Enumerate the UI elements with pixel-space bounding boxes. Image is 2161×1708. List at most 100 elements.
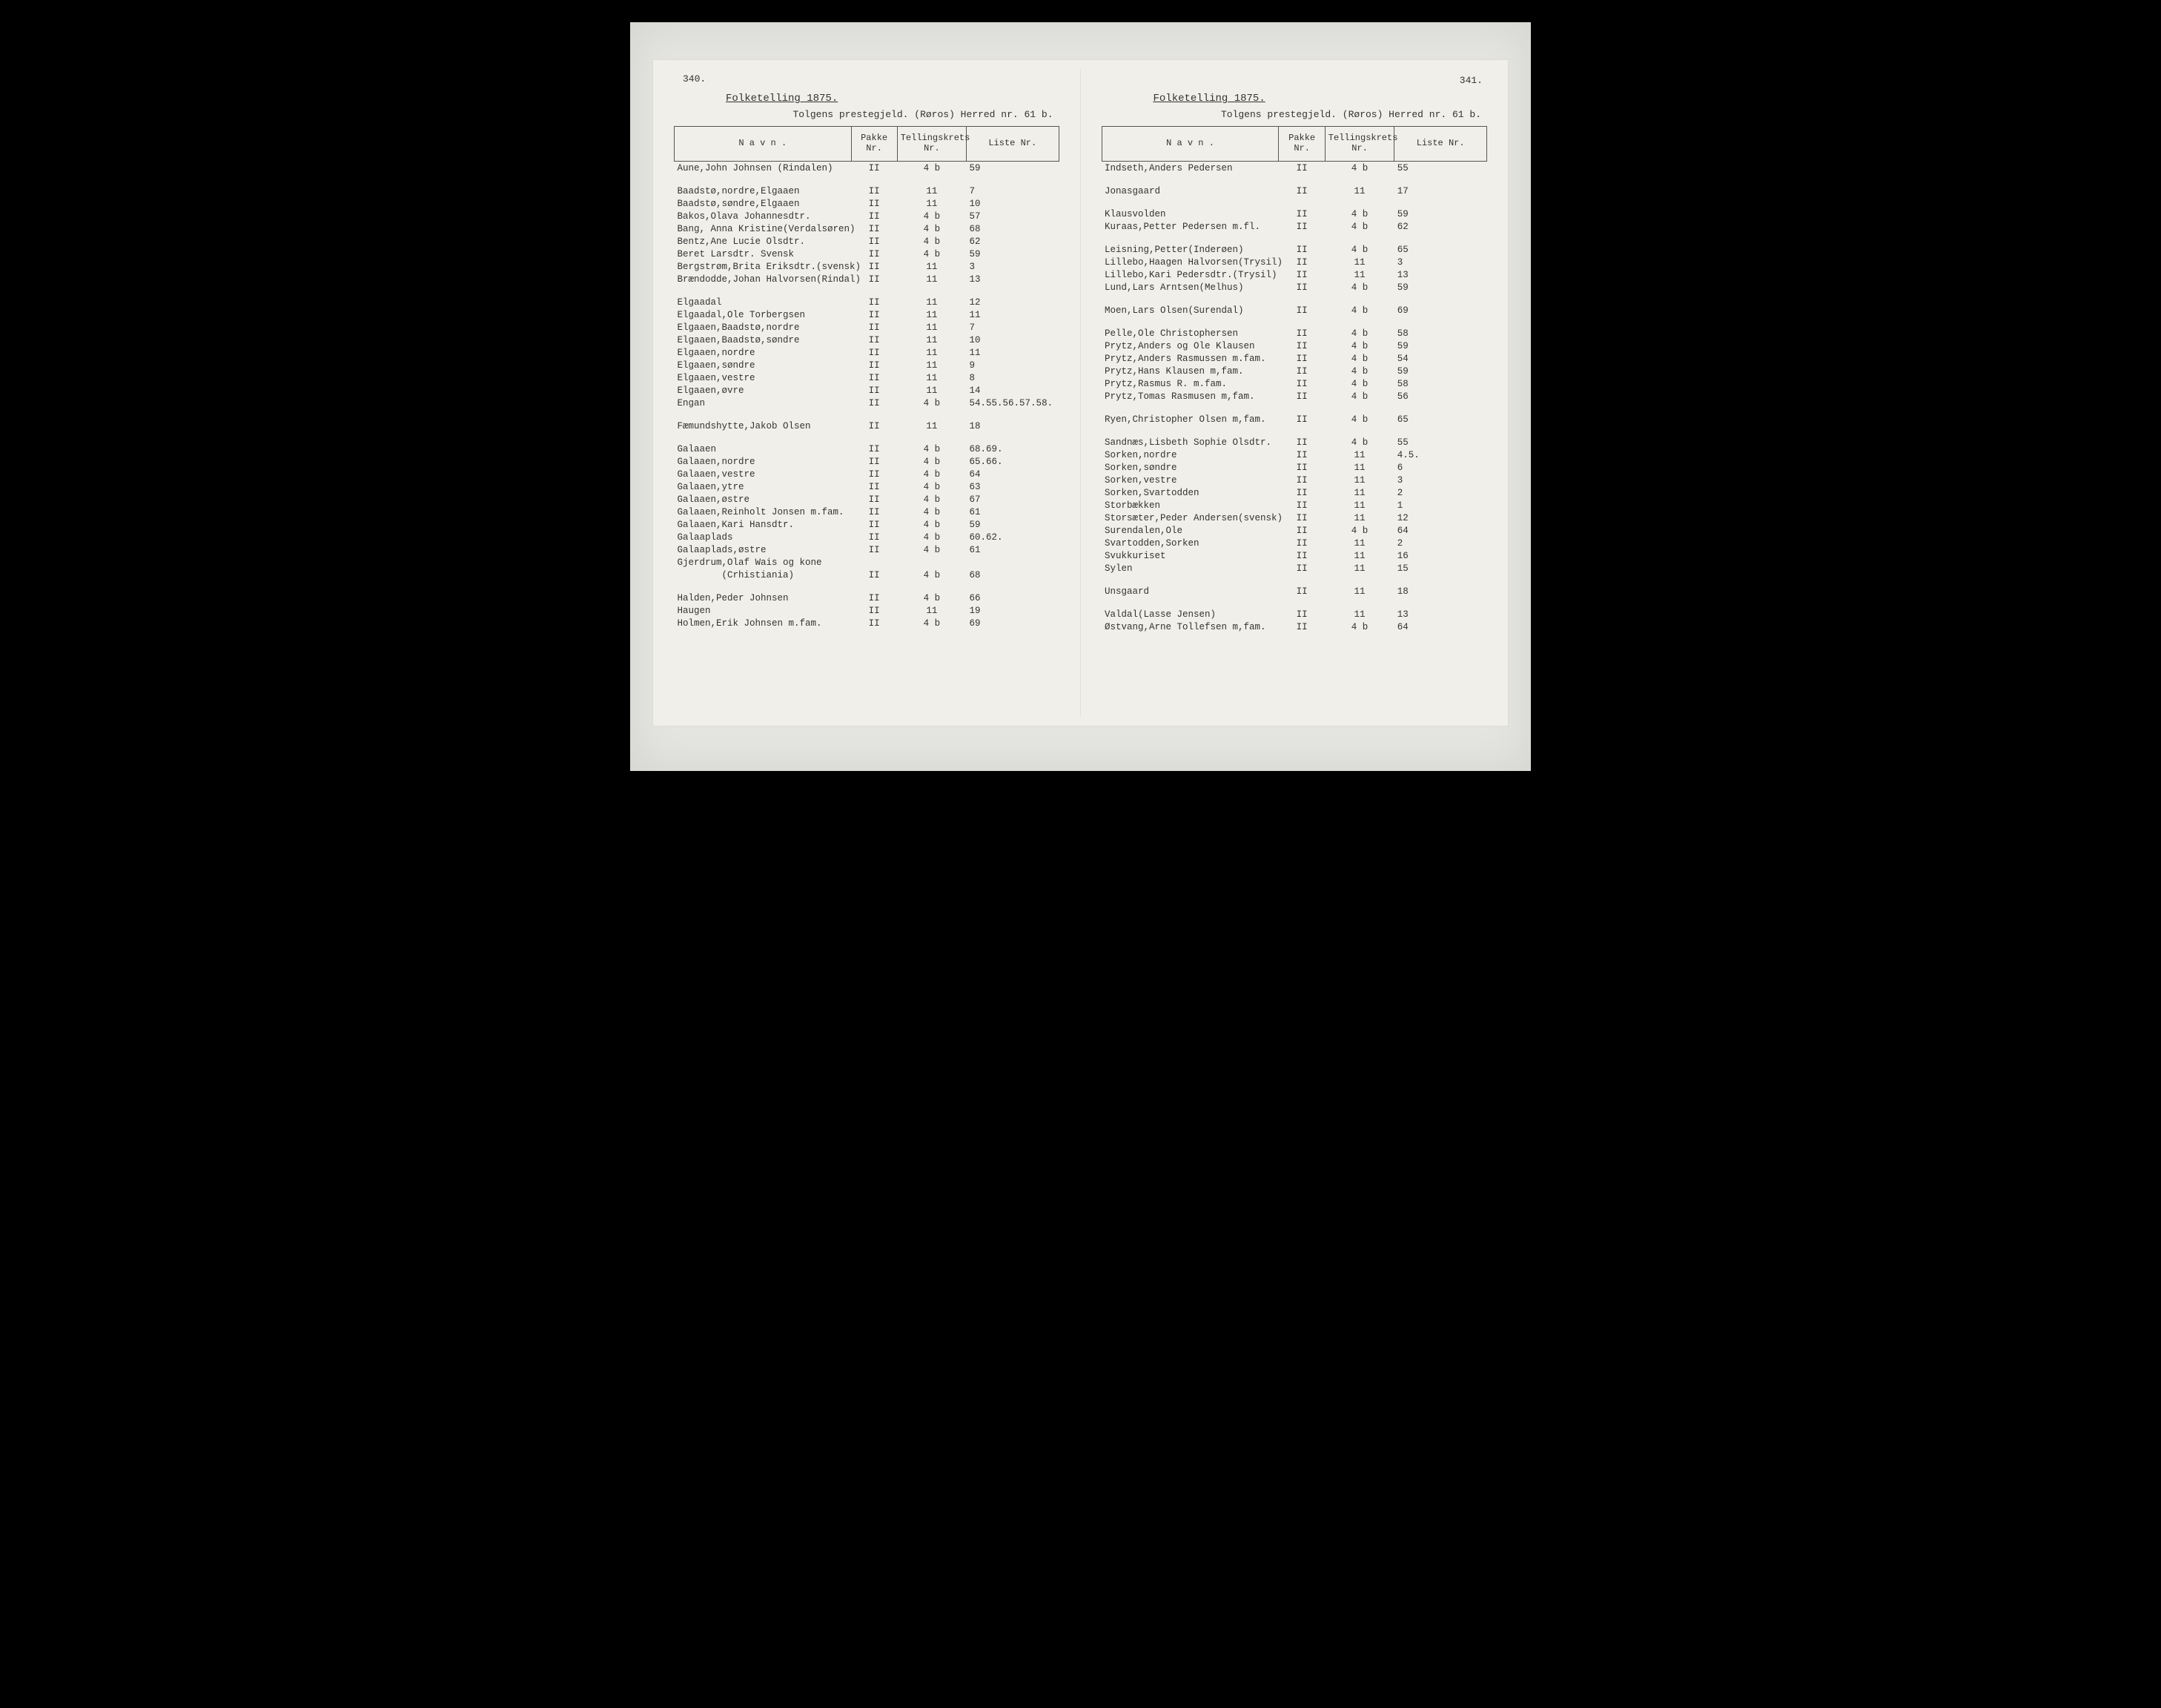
cell-name: Surendalen,Ole xyxy=(1102,524,1279,537)
cell-pakke: II xyxy=(1279,486,1325,499)
table-row: Leisning,Petter(Inderøen)II4 b65 xyxy=(1102,243,1487,256)
col-liste: Liste Nr. xyxy=(1394,127,1487,162)
cell-pakke: II xyxy=(1279,377,1325,390)
cell-liste: 65.66. xyxy=(967,455,1059,468)
table-row: Baadstø,nordre,ElgaaenII117 xyxy=(675,185,1059,197)
cell-pakke: II xyxy=(851,397,897,409)
cell-pakke: II xyxy=(851,248,897,260)
table-row: JonasgaardII1117 xyxy=(1102,185,1487,197)
table-row: Sorken,nordreII114.5. xyxy=(1102,448,1487,461)
cell-krets: 4 b xyxy=(1325,327,1394,340)
table-row: Galaaen,Reinholt Jonsen m.fam.II4 b61 xyxy=(675,506,1059,518)
cell-liste: 61 xyxy=(967,506,1059,518)
cell-liste: 16 xyxy=(1394,549,1487,562)
cell-name: Kuraas,Petter Pedersen m.fl. xyxy=(1102,220,1279,233)
cell-liste: 66 xyxy=(967,592,1059,604)
cell-name: Aune,John Johnsen (Rindalen) xyxy=(675,162,852,175)
cell-name: Prytz,Hans Klausen m,fam. xyxy=(1102,365,1279,377)
cell-liste: 59 xyxy=(967,518,1059,531)
cell-liste: 2 xyxy=(1394,486,1487,499)
cell-krets: 11 xyxy=(897,346,966,359)
table-row: Galaaen,ytreII4 b63 xyxy=(675,480,1059,493)
table-row: Surendalen,OleII4 b64 xyxy=(1102,524,1487,537)
cell-liste: 65 xyxy=(1394,413,1487,426)
cell-liste xyxy=(967,556,1059,569)
table-row: Aune,John Johnsen (Rindalen)II4 b59 xyxy=(675,162,1059,175)
cell-krets: 11 xyxy=(897,185,966,197)
cell-liste: 67 xyxy=(967,493,1059,506)
cell-krets: 4 b xyxy=(1325,243,1394,256)
cell-name: Galaaen,ytre xyxy=(675,480,852,493)
cell-liste: 9 xyxy=(967,359,1059,371)
cell-krets: 4 b xyxy=(1325,304,1394,317)
cell-krets: 11 xyxy=(1325,562,1394,575)
cell-krets: 4 b xyxy=(897,162,966,175)
cell-pakke: II xyxy=(851,235,897,248)
table-row xyxy=(1102,294,1487,304)
cell-name: Galaaen,nordre xyxy=(675,455,852,468)
table-row: Elgaaen,Baadstø,nordreII117 xyxy=(675,321,1059,334)
cell-liste: 13 xyxy=(1394,268,1487,281)
table-row xyxy=(675,409,1059,420)
cell-liste: 69 xyxy=(1394,304,1487,317)
cell-pakke: II xyxy=(851,321,897,334)
cell-pakke: II xyxy=(851,569,897,581)
cell-pakke: II xyxy=(851,443,897,455)
cell-pakke: II xyxy=(1279,549,1325,562)
cell-name: Pelle,Ole Christophersen xyxy=(1102,327,1279,340)
cell-krets: 4 b xyxy=(1325,436,1394,448)
cell-pakke: II xyxy=(851,162,897,175)
table-row: Brændodde,Johan Halvorsen(Rindal)II1113 xyxy=(675,273,1059,285)
cell-pakke: II xyxy=(851,359,897,371)
table-header-row: N a v n . Pakke Nr. Tellingskrets Nr. Li… xyxy=(675,127,1059,162)
cell-krets: 4 b xyxy=(1325,220,1394,233)
table-row xyxy=(1102,174,1487,185)
cell-krets: 4 b xyxy=(897,455,966,468)
cell-name: Galaaen,vestre xyxy=(675,468,852,480)
table-row: KlausvoldenII4 b59 xyxy=(1102,208,1487,220)
table-header-row: N a v n . Pakke Nr. Tellingskrets Nr. Li… xyxy=(1102,127,1487,162)
cell-krets: 4 b xyxy=(1325,365,1394,377)
cell-liste: 10 xyxy=(967,197,1059,210)
cell-krets: 11 xyxy=(1325,537,1394,549)
cell-krets: 11 xyxy=(1325,185,1394,197)
cell-liste: 59 xyxy=(1394,340,1487,352)
gap-cell xyxy=(1102,598,1487,608)
cell-pakke xyxy=(851,556,897,569)
cell-krets: 4 b xyxy=(1325,390,1394,403)
cell-name: Elgaaen,Baadstø,nordre xyxy=(675,321,852,334)
cell-liste: 62 xyxy=(967,235,1059,248)
table-row: Prytz,Hans Klausen m,fam.II4 b59 xyxy=(1102,365,1487,377)
cell-name: Gjerdrum,Olaf Wais og kone xyxy=(675,556,852,569)
cell-name: Fæmundshytte,Jakob Olsen xyxy=(675,420,852,432)
table-row: Elgaaen,Baadstø,søndreII1110 xyxy=(675,334,1059,346)
gap-cell xyxy=(675,409,1059,420)
table-row: Sorken,søndreII116 xyxy=(1102,461,1487,474)
gap-cell xyxy=(1102,197,1487,208)
title-left: Folketelling 1875. xyxy=(726,93,1059,105)
cell-name: Sylen xyxy=(1102,562,1279,575)
cell-krets: 4 b xyxy=(897,222,966,235)
table-row: Lillebo,Kari Pedersdtr.(Trysil)II1113 xyxy=(1102,268,1487,281)
cell-liste: 18 xyxy=(1394,585,1487,598)
table-row: Elgaaen,søndreII119 xyxy=(675,359,1059,371)
cell-name: Lillebo,Haagen Halvorsen(Trysil) xyxy=(1102,256,1279,268)
cell-krets: 11 xyxy=(1325,268,1394,281)
table-row xyxy=(1102,197,1487,208)
cell-name: Sorken,nordre xyxy=(1102,448,1279,461)
col-liste: Liste Nr. xyxy=(967,127,1059,162)
cell-krets: 4 b xyxy=(897,569,966,581)
cell-pakke: II xyxy=(851,480,897,493)
table-row: Bakos,Olava Johannesdtr.II4 b57 xyxy=(675,210,1059,222)
cell-pakke: II xyxy=(851,334,897,346)
cell-pakke: II xyxy=(1279,524,1325,537)
page-number-right: 341. xyxy=(1460,75,1483,86)
cell-pakke: II xyxy=(1279,304,1325,317)
cell-pakke: II xyxy=(851,518,897,531)
cell-name: Baadstø,søndre,Elgaaen xyxy=(675,197,852,210)
cell-pakke: II xyxy=(1279,608,1325,620)
cell-krets: 4 b xyxy=(897,531,966,543)
cell-liste: 12 xyxy=(967,296,1059,308)
table-row: Baadstø,søndre,ElgaaenII1110 xyxy=(675,197,1059,210)
cell-liste: 17 xyxy=(1394,185,1487,197)
